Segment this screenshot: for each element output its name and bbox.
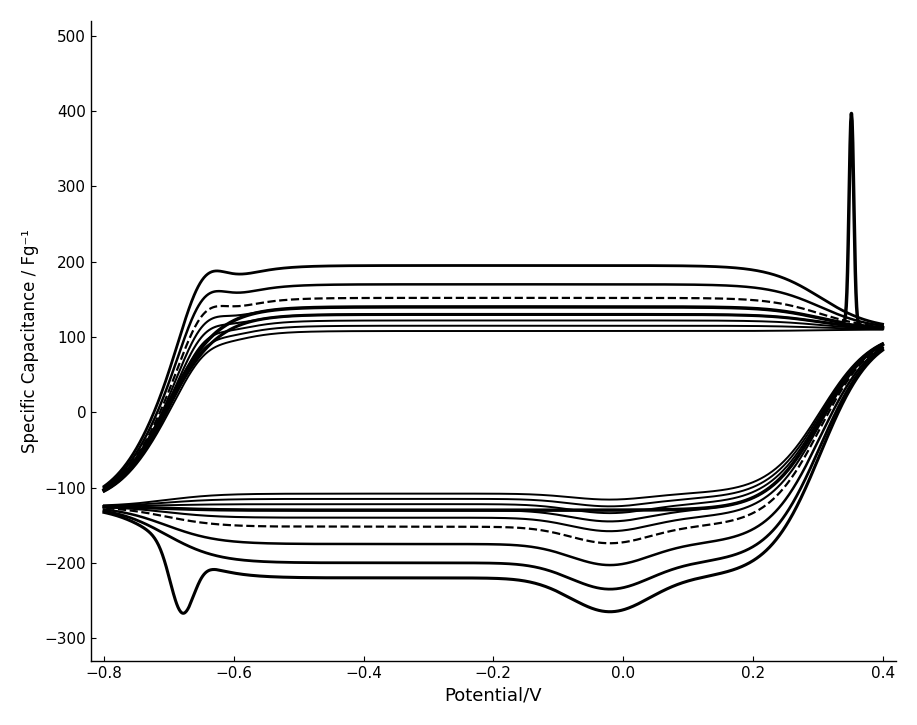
Y-axis label: Specific Capacitance / Fg⁻¹: Specific Capacitance / Fg⁻¹ <box>21 229 39 452</box>
X-axis label: Potential/V: Potential/V <box>445 686 542 704</box>
